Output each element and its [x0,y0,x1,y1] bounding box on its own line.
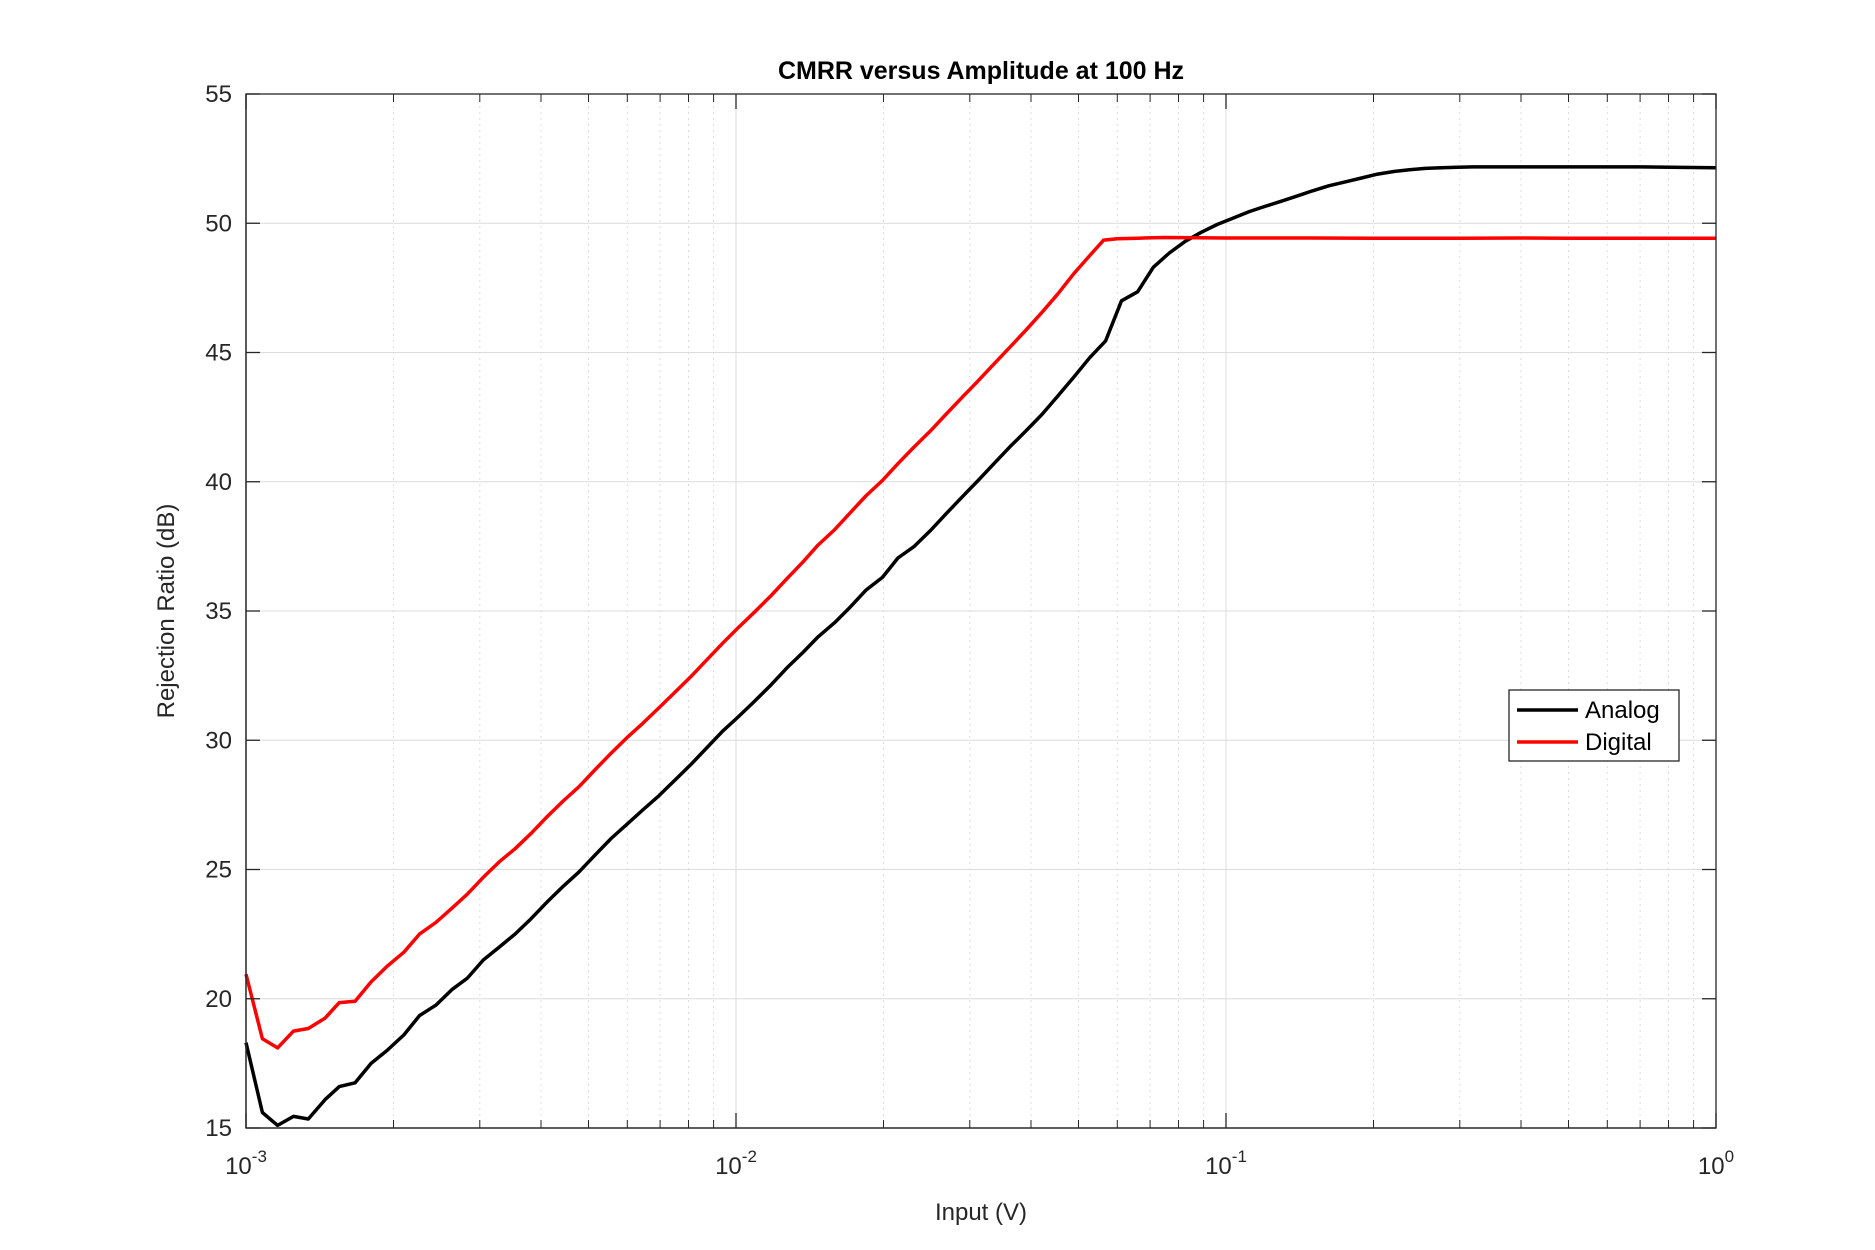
y-tick-label: 25 [205,857,232,884]
series-layer [244,165,1717,1128]
x-tick-label-base: 10 [1698,1153,1725,1180]
x-tick-label: 10-1 [1205,1147,1247,1180]
y-tick-label: 40 [205,469,232,496]
series-line-digital [244,235,1716,1050]
x-tick-label: 100 [1698,1147,1734,1180]
x-tick-label-exponent: -3 [252,1147,267,1166]
x-axis-label: Input (V) [935,1199,1027,1226]
y-tick-label: 15 [205,1115,232,1142]
y-tick-label: 30 [205,727,232,754]
x-tick-label: 10-3 [225,1147,267,1180]
x-tick-label-base: 10 [225,1153,252,1180]
legend-label-analog: Analog [1585,697,1660,724]
y-tick-label: 35 [205,598,232,625]
x-tick-label-base: 10 [715,1153,742,1180]
y-tick-label: 50 [205,210,232,237]
y-tick-label: 20 [205,986,232,1013]
y-tick-label: 55 [205,81,232,108]
legend-box [1508,689,1680,762]
x-tick-label: 10-2 [715,1147,757,1180]
y-tick-label: 45 [205,340,232,367]
legend-label-digital: Digital [1585,729,1652,756]
y-axis-label: Rejection Ratio (dB) [153,504,180,719]
legend: Analog Digital [1508,689,1680,762]
series-line-analog [244,165,1717,1128]
x-tick-label-exponent: -2 [742,1147,757,1166]
y-axis: 15 20 25 30 35 40 45 50 55 [205,81,1716,1142]
x-axis: 10-3 10-2 10-1 100 [225,94,1734,1180]
x-tick-label-base: 10 [1205,1153,1232,1180]
x-tick-label-exponent: 0 [1725,1147,1734,1166]
x-tick-label-exponent: -1 [1232,1147,1247,1166]
chart-title: CMRR versus Amplitude at 100 Hz [778,57,1184,85]
